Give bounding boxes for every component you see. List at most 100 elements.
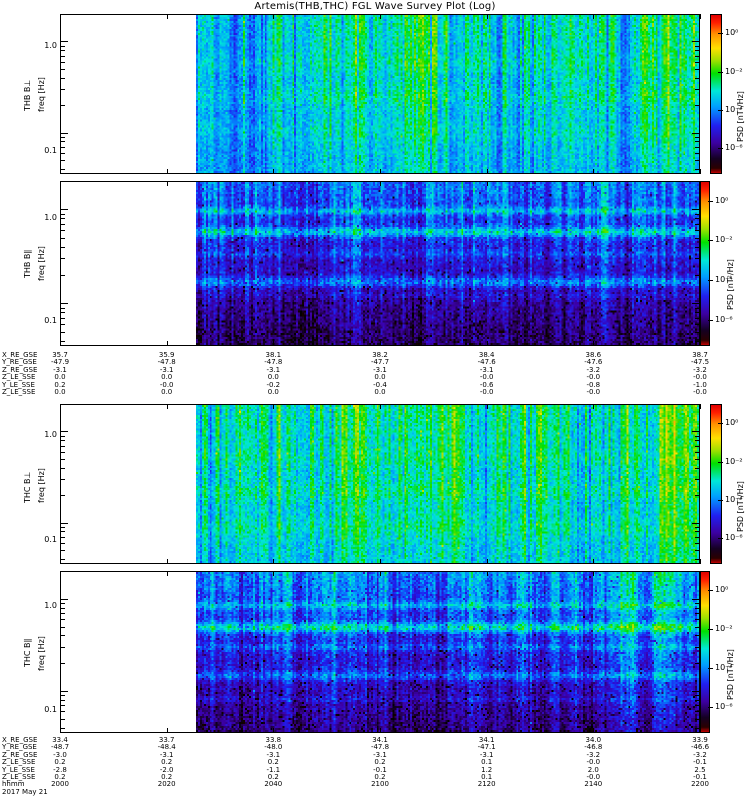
annotation-value: -2.0: [159, 765, 174, 774]
annotation-value: 0.0: [374, 387, 386, 396]
annotation-value: 0.0: [161, 387, 173, 396]
y-tick-mark: [695, 435, 699, 437]
y-tick-mark: [695, 695, 699, 697]
annotation-value-column: 38.4 -47.6 -3.1 -0.0 -0.6 -0.0: [465, 351, 509, 396]
panel-thc-bperp-ytick-1: 1.0: [44, 430, 57, 439]
annotation-value: -3.1: [373, 365, 387, 374]
y-tick-mark: [692, 132, 699, 134]
x-tick-mark: [486, 571, 488, 576]
y-tick-mark: [695, 258, 699, 260]
annotation-value: -0.0: [586, 387, 601, 396]
x-tick-mark: [273, 341, 275, 346]
y-tick-mark: [695, 246, 699, 248]
y-tick-mark: [61, 607, 65, 609]
y-tick-mark: [692, 598, 699, 600]
y-tick-mark: [695, 626, 699, 628]
annotation-value: 38.6: [585, 351, 602, 359]
colorbar-tick-label: 10⁻²: [715, 235, 733, 245]
annotation-value: 0.1: [481, 772, 493, 781]
panel-thc-bperp-ytick-2: 0.1: [44, 535, 57, 544]
y-tick-mark: [695, 536, 699, 538]
y-tick-mark: [695, 445, 699, 447]
x-tick-mark: [380, 404, 381, 409]
y-tick-mark: [695, 61, 699, 63]
annotation-value: -3.1: [159, 365, 174, 374]
x-tick-mark: [700, 728, 701, 733]
annotation-value: 0.2: [374, 772, 386, 781]
x-tick-mark: [486, 559, 488, 564]
annotation-time-tick: 2100: [371, 780, 389, 789]
y-tick-mark: [695, 218, 699, 220]
annotation-value-column: 33.7 -48.4 -3.1 0.2 -2.0 0.2 2020: [145, 736, 189, 789]
annotation-value: 0.2: [54, 758, 66, 767]
panel-thc-bperp-ylabel: THC B⊥: [23, 471, 32, 503]
annotation-value: -3.2: [693, 365, 707, 374]
y-tick-mark: [61, 146, 65, 148]
annotation-value: 0.2: [267, 758, 279, 767]
colorbar-tick-mark: [718, 461, 723, 463]
y-tick-mark: [61, 136, 65, 138]
y-tick-mark: [61, 699, 65, 701]
y-tick-mark: [695, 317, 699, 319]
y-tick-mark: [61, 603, 65, 604]
y-tick-mark: [695, 312, 699, 314]
colorbar-tick-label: 10⁻⁴: [715, 663, 733, 673]
y-tick-mark: [61, 218, 65, 220]
y-tick-mark: [695, 613, 699, 614]
y-tick-mark: [61, 168, 65, 170]
annotation-value: -0.4: [373, 380, 387, 389]
y-tick-mark: [695, 89, 699, 90]
colorbar-tick-label: 10⁻⁶: [715, 702, 733, 712]
annotation-row-label: Z_LE_SSE: [2, 773, 36, 781]
annotation-value: -0.2: [266, 380, 281, 389]
x-tick-mark: [593, 181, 595, 186]
y-tick-mark: [692, 691, 699, 692]
axis-annotations-bottom: X_RE_GSE Y_RE_GSE Z_RE_GSE Z_LE_SSE Y_LE_SSE…: [0, 736, 750, 796]
y-tick-mark: [695, 331, 699, 333]
annotation-value: -3.2: [586, 365, 601, 374]
colorbar-tick-mark: [718, 110, 723, 111]
annotation-value: 0.2: [374, 758, 386, 767]
annotation-value: -0.1: [693, 772, 707, 781]
annotation-value: 38.2: [372, 351, 388, 359]
axis-annotations-top: X_RE_GSE Y_RE_GSE Z_RE_GSE Z_LE_SSE Y_LE_SSE…: [0, 351, 750, 398]
x-tick-mark: [380, 14, 381, 19]
annotation-value: -3.1: [159, 750, 174, 759]
x-tick-mark: [60, 571, 61, 576]
annotation-value: -0.0: [586, 373, 601, 382]
annotation-value: 38.4: [478, 351, 495, 359]
y-tick-mark: [61, 105, 65, 107]
annotation-value-column: 33.4 -48.7 -3.0 0.2 -2.8 0.2 2000: [38, 736, 82, 789]
colorbar-panel4: [700, 571, 710, 733]
annotation-value: -0.0: [586, 758, 601, 767]
annotation-value: 0.2: [54, 380, 66, 389]
x-tick-mark: [380, 728, 381, 733]
x-tick-mark: [486, 341, 488, 346]
panel-thc-bperp: [60, 404, 700, 564]
x-tick-mark: [273, 181, 275, 186]
panel-thc-bpara: [60, 571, 700, 733]
annotation-value: 33.9: [692, 736, 708, 744]
colorbar-tick-mark: [708, 707, 713, 709]
y-tick-mark: [692, 431, 699, 433]
annotation-value-column: 34.1 -47.8 -3.1 0.2 -0.1 0.2 2100: [358, 736, 402, 789]
x-tick-mark: [166, 404, 168, 409]
colorbar-tick-mark: [708, 280, 713, 281]
x-tick-mark: [60, 728, 61, 733]
colorbar-tick-label: 10⁻⁶: [715, 314, 733, 324]
x-tick-mark: [166, 728, 168, 733]
annotation-value: 33.7: [158, 736, 175, 744]
y-tick-mark: [695, 495, 699, 497]
y-tick-mark: [61, 691, 68, 692]
x-tick-mark: [486, 169, 488, 174]
annotation-value: 35.7: [52, 351, 68, 359]
x-tick-mark: [593, 169, 595, 174]
annotation-value: -3.2: [586, 750, 601, 759]
x-tick-mark: [700, 181, 701, 186]
y-tick-mark: [61, 458, 65, 460]
panel-thc-bpara-ytick-1: 1.0: [44, 601, 57, 610]
y-tick-mark: [61, 613, 65, 614]
y-tick-mark: [695, 50, 699, 52]
y-tick-mark: [61, 307, 65, 309]
x-tick-mark: [60, 559, 61, 564]
